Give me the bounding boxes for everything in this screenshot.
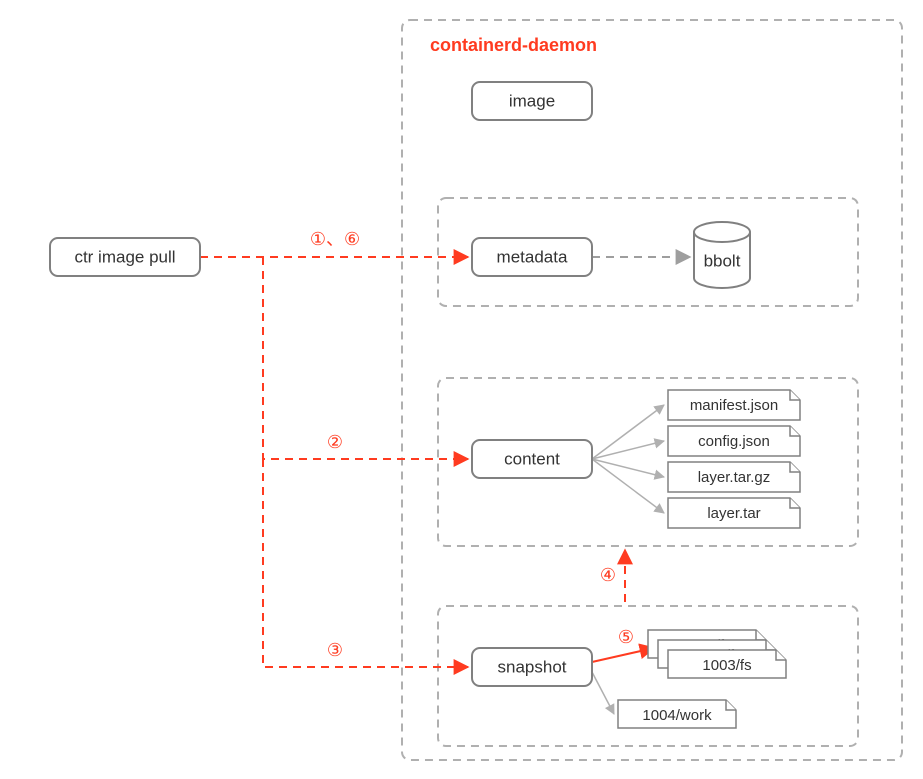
ctr-label: ctr image pull <box>74 247 175 266</box>
file-manifest: manifest.json <box>668 390 800 420</box>
snapshot-work-file: 1004/work <box>618 700 736 728</box>
edge-label-3: ③ <box>327 640 343 660</box>
file-layer-gz: layer.tar.gz <box>668 462 800 492</box>
file-layer-label: layer.tar <box>707 505 760 522</box>
file-layer: layer.tar <box>668 498 800 528</box>
snapshot-stack-card-3: 1003/fs <box>668 650 786 678</box>
file-manifest-label: manifest.json <box>690 397 778 414</box>
bbolt-label: bbolt <box>704 251 741 270</box>
edge-snapshot-work <box>592 672 614 714</box>
edge-5 <box>592 648 654 662</box>
edge-label-5: ⑤ <box>618 627 634 647</box>
file-layer-gz-label: layer.tar.gz <box>698 469 771 486</box>
snapshot-stack: 1001/fs 1002/fs 1003/fs <box>648 630 786 678</box>
file-config: config.json <box>668 426 800 456</box>
content-files: manifest.json config.json layer.tar.gz l… <box>668 390 800 528</box>
daemon-title: containerd-daemon <box>430 35 597 55</box>
snapshot-work-label: 1004/work <box>642 707 712 724</box>
edge-content-layer <box>592 459 664 513</box>
snapshot-stack-label-3: 1003/fs <box>702 657 751 674</box>
edge-content-manifest <box>592 405 664 459</box>
image-label: image <box>509 91 555 110</box>
edge-label-1-6: ①、⑥ <box>310 229 360 249</box>
edge-label-2: ② <box>327 432 343 452</box>
edge-label-4: ④ <box>600 565 616 585</box>
content-label: content <box>504 449 560 468</box>
metadata-label: metadata <box>497 247 568 266</box>
file-config-label: config.json <box>698 433 770 450</box>
snapshot-label: snapshot <box>498 657 567 676</box>
edges <box>200 257 690 714</box>
